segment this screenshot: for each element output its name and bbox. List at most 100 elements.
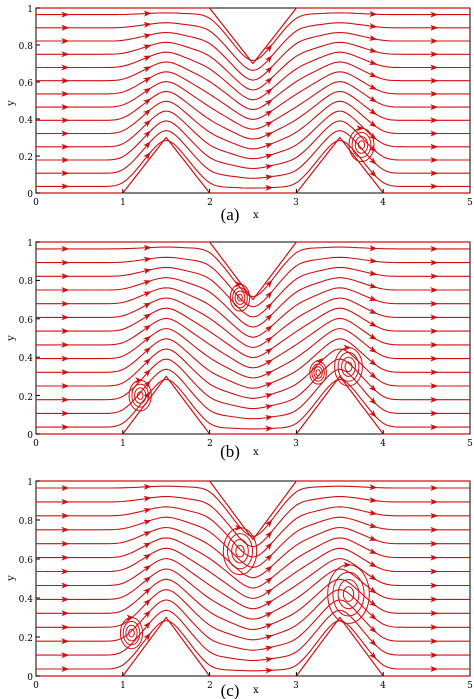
- streamline: [36, 256, 470, 308]
- flow-arrow: [143, 141, 151, 150]
- flow-arrow: [430, 24, 439, 31]
- y-tick-label: 0: [27, 190, 33, 200]
- y-axis-title: y: [6, 575, 17, 582]
- flow-arrow: [142, 564, 152, 573]
- flow-arrow: [430, 90, 439, 97]
- eddy-streamline: [235, 544, 245, 558]
- flow-arrow: [61, 143, 70, 150]
- flow-arrow: [265, 414, 274, 421]
- eddy-streamline: [227, 533, 253, 570]
- flow-arrow: [430, 130, 439, 137]
- flow-arrow: [264, 542, 273, 551]
- eddy-streamline: [125, 624, 138, 642]
- flow-arrow: [61, 554, 70, 561]
- flow-arrow: [430, 485, 439, 491]
- y-tick-label: 0.8: [19, 517, 34, 527]
- y-tick-label: 0.8: [19, 42, 34, 52]
- flow-arrow: [142, 553, 152, 561]
- x-tick-label: 4: [380, 439, 386, 449]
- flow-arrow: [61, 652, 70, 659]
- flow-arrow: [61, 341, 70, 348]
- flow-arrow: [264, 55, 273, 64]
- flow-arrow: [368, 71, 378, 78]
- x-tick-label: 4: [380, 198, 386, 208]
- streamlines-a: [36, 10, 470, 191]
- flow-arrow: [368, 59, 378, 65]
- flow-arrow: [143, 268, 152, 275]
- flow-arrow: [368, 132, 377, 140]
- flow-arrow: [143, 10, 152, 17]
- y-tick-label: 0.6: [19, 556, 34, 566]
- flow-arrow: [61, 498, 70, 505]
- eddy-streamline: [313, 366, 323, 379]
- flow-arrow: [143, 130, 151, 139]
- flow-arrow: [264, 519, 273, 528]
- y-tick-label: 1: [27, 239, 33, 249]
- flow-arrow: [143, 632, 151, 641]
- flow-arrow: [264, 530, 273, 539]
- plot-frame: [35, 7, 471, 194]
- eddy-streamline: [122, 620, 141, 646]
- flow-arrow: [61, 540, 70, 547]
- flow-arrow: [264, 291, 273, 300]
- flow-arrow: [61, 666, 70, 672]
- eddy-streamline: [337, 579, 360, 610]
- flow-arrow: [368, 548, 378, 555]
- flow-arrow: [61, 355, 70, 362]
- flow-arrow: [235, 524, 243, 531]
- flow-arrow: [343, 561, 352, 568]
- flow-arrow: [430, 117, 439, 124]
- streamline: [36, 297, 470, 349]
- eddy-streamline: [332, 571, 365, 617]
- flow-arrow: [368, 169, 377, 178]
- flow-arrow: [368, 586, 377, 594]
- panel-caption: (c): [221, 681, 240, 699]
- bottom-wall: [36, 375, 470, 435]
- flow-arrow: [315, 358, 324, 364]
- channel-walls-a: [36, 7, 470, 194]
- streamline: [36, 41, 470, 91]
- flow-arrow: [343, 344, 352, 351]
- streamline: [36, 31, 470, 81]
- flow-arrow: [61, 485, 70, 491]
- flow-arrow: [143, 495, 152, 502]
- streamline: [36, 358, 470, 410]
- flow-arrow: [430, 143, 439, 150]
- bottom-wall: [36, 616, 470, 677]
- flow-arrow: [265, 184, 274, 191]
- flow-arrow: [368, 47, 378, 53]
- eddy-streamline: [354, 136, 369, 154]
- flow-arrow: [430, 300, 439, 307]
- flow-arrow: [61, 638, 70, 645]
- flow-arrow: [143, 244, 152, 251]
- streamline: [36, 307, 470, 359]
- flow-arrow: [61, 314, 70, 321]
- eddy-streamline: [357, 140, 366, 150]
- streamline: [36, 578, 470, 631]
- streamline: [36, 120, 470, 170]
- flow-arrow: [430, 157, 439, 163]
- flow-arrow: [61, 624, 70, 631]
- flow-arrow: [430, 170, 439, 177]
- flow-arrow: [369, 497, 378, 503]
- flow-arrow: [143, 346, 152, 355]
- flow-arrow: [369, 509, 378, 516]
- flow-arrow: [368, 144, 377, 153]
- flow-arrow: [264, 347, 273, 355]
- flow-arrow: [430, 540, 439, 547]
- flow-arrow: [61, 596, 70, 603]
- flow-arrow: [430, 77, 439, 84]
- flow-arrow: [61, 273, 70, 280]
- flow-arrow: [143, 483, 152, 490]
- flow-arrow: [143, 109, 152, 117]
- streamline: [36, 557, 470, 610]
- x-tick-label: 5: [467, 198, 473, 208]
- x-tick-label: 2: [207, 439, 213, 449]
- y-tick-label: 1: [27, 478, 33, 488]
- eddy-streamline: [231, 539, 249, 564]
- y-tick-label: 0.2: [19, 634, 33, 644]
- streamline: [36, 61, 470, 111]
- x-tick-label: 5: [467, 681, 473, 691]
- flow-arrow: [142, 66, 152, 73]
- flow-arrow: [430, 51, 439, 58]
